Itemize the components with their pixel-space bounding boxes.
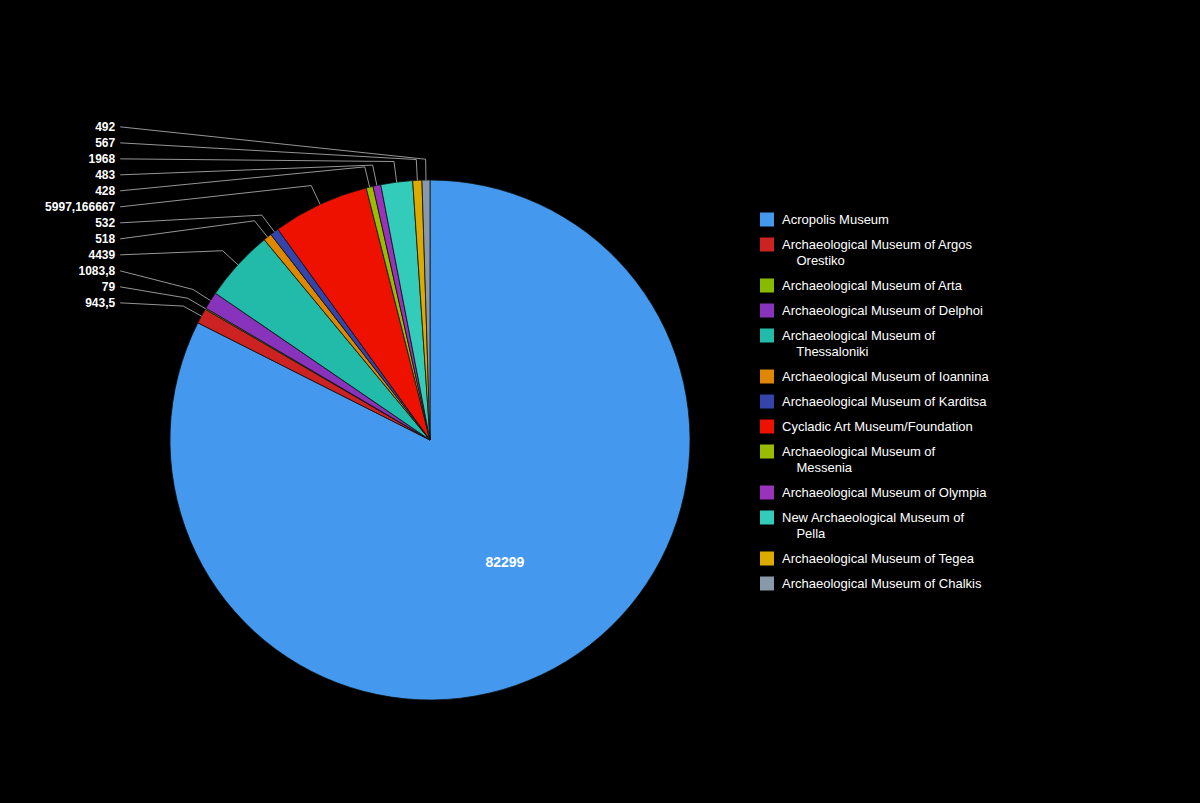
- legend-label: Archaeological Museum of Olympia: [782, 485, 987, 500]
- legend-label: Archaeological Museum of Delphoi: [782, 303, 983, 318]
- legend-label-line: New Archaeological Museum of: [782, 510, 964, 525]
- leader-line: [120, 215, 274, 232]
- legend-item: Archaeological Museum of Ioannina: [760, 369, 989, 384]
- legend-swatch: [760, 279, 774, 293]
- data-label: 428: [95, 184, 115, 198]
- legend-swatch: [760, 370, 774, 384]
- legend-swatch: [760, 445, 774, 459]
- legend-label: Archaeological Museum of Karditsa: [782, 394, 987, 409]
- legend-label-line: Archaeological Museum of Argos: [782, 237, 973, 252]
- legend-label-line: Archaeological Museum of: [782, 444, 936, 459]
- legend-label-line: Cycladic Art Museum/Foundation: [782, 419, 973, 434]
- chart-container: 82299 492 567 1968 483 428 5997,166667 532 518 44…: [0, 0, 1200, 803]
- data-labels: 82299 492 567 1968 483 428 5997,166667 532 518 44…: [45, 120, 525, 570]
- legend-label: Acropolis Museum: [782, 212, 889, 227]
- legend-label: Archaeological Museum of Messenia: [782, 444, 936, 475]
- data-label: 5997,166667: [45, 200, 115, 214]
- legend-label-line: Orestiko: [782, 253, 845, 268]
- legend-label: Archaeological Museum of Tegea: [782, 551, 975, 566]
- legend-label-line: Messenia: [782, 460, 853, 475]
- data-label: 943,5: [85, 296, 115, 310]
- legend-label: Archaeological Museum of Ioannina: [782, 369, 989, 384]
- leader-line: [120, 186, 320, 207]
- data-label: 492: [95, 120, 115, 134]
- legend-item: Archaeological Museum of Tegea: [760, 551, 975, 566]
- data-label: 1083,8: [78, 264, 115, 278]
- leader-line: [120, 159, 396, 182]
- legend-item: Archaeological Museum of Argos Orestiko: [760, 237, 973, 268]
- legend-label-line: Thessaloniki: [782, 344, 869, 359]
- legend-label: Archaeological Museum of Thessaloniki: [782, 328, 936, 359]
- leader-line: [120, 251, 238, 265]
- pie-slice: [170, 180, 690, 700]
- legend-label-line: Archaeological Museum of: [782, 328, 936, 343]
- background: [0, 0, 1200, 803]
- legend-item: Archaeological Museum of Messenia: [760, 444, 936, 475]
- data-label: 82299: [485, 554, 524, 570]
- legend-label-line: Archaeological Museum of Arta: [782, 278, 963, 293]
- leader-line: [120, 221, 267, 239]
- legend-label: Cycladic Art Museum/Foundation: [782, 419, 973, 434]
- legend-label-line: Archaeological Museum of Ioannina: [782, 369, 989, 384]
- legend-item: Archaeological Museum of Chalkis: [760, 576, 982, 591]
- legend-swatch: [760, 511, 774, 525]
- leader-lines: [120, 127, 426, 316]
- legend-label-line: Archaeological Museum of Tegea: [782, 551, 975, 566]
- legend-swatch: [760, 213, 774, 227]
- legend-label-line: Pella: [782, 526, 826, 541]
- legend-label-line: Archaeological Museum of Olympia: [782, 485, 987, 500]
- legend-item: Archaeological Museum of Olympia: [760, 485, 987, 500]
- legend-swatch: [760, 238, 774, 252]
- legend-swatch: [760, 420, 774, 434]
- legend-label-line: Acropolis Museum: [782, 212, 889, 227]
- chart: 82299 492 567 1968 483 428 5997,166667 532 518 44…: [0, 0, 1200, 803]
- data-label: 518: [95, 232, 115, 246]
- legend: Acropolis Museum Archaeological Museum of…: [760, 212, 989, 591]
- leader-line: [120, 165, 377, 185]
- legend-label-line: Archaeological Museum of Delphoi: [782, 303, 983, 318]
- legend-label: Archaeological Museum of Argos Orestiko: [782, 237, 973, 268]
- legend-item: New Archaeological Museum of Pella: [760, 510, 964, 541]
- legend-label-line: Archaeological Museum of Karditsa: [782, 394, 987, 409]
- data-label: 532: [95, 216, 115, 230]
- leader-line: [120, 271, 210, 301]
- data-label: 1968: [88, 152, 115, 166]
- leader-line: [120, 127, 426, 180]
- legend-item: Cycladic Art Museum/Foundation: [760, 419, 973, 434]
- legend-item: Acropolis Museum: [760, 212, 889, 227]
- leader-line: [120, 167, 369, 191]
- legend-swatch: [760, 486, 774, 500]
- pie-slice: [422, 180, 430, 440]
- legend-swatch: [760, 552, 774, 566]
- legend-item: Archaeological Museum of Karditsa: [760, 394, 987, 409]
- legend-item: Archaeological Museum of Delphoi: [760, 303, 983, 318]
- legend-item: Archaeological Museum of Arta: [760, 278, 963, 293]
- legend-label: New Archaeological Museum of Pella: [782, 510, 964, 541]
- data-label: 79: [102, 280, 116, 294]
- legend-swatch: [760, 329, 774, 343]
- data-label: 483: [95, 168, 115, 182]
- legend-label: Archaeological Museum of Arta: [782, 278, 963, 293]
- data-label: 4439: [88, 248, 115, 262]
- legend-item: Archaeological Museum of Thessaloniki: [760, 328, 936, 359]
- legend-swatch: [760, 395, 774, 409]
- leader-line: [120, 303, 201, 316]
- legend-label-line: Archaeological Museum of Chalkis: [782, 576, 982, 591]
- pie: [170, 180, 690, 700]
- data-label: 567: [95, 136, 115, 150]
- pie-slice: [381, 181, 430, 440]
- legend-swatch: [760, 304, 774, 318]
- pie-slice: [413, 180, 430, 440]
- legend-swatch: [760, 577, 774, 591]
- legend-label: Archaeological Museum of Chalkis: [782, 576, 982, 591]
